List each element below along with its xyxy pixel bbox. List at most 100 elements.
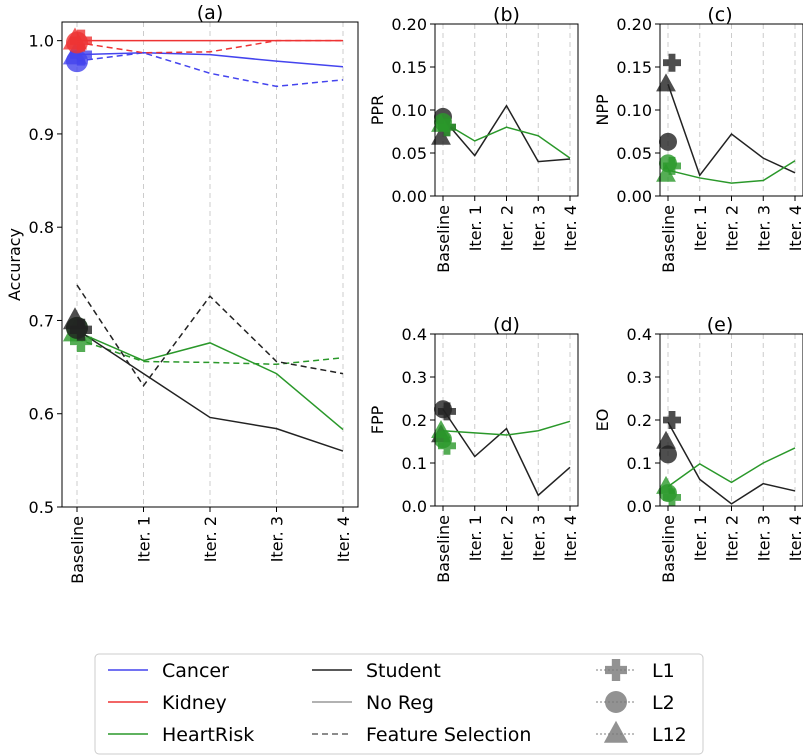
x-tick-label: Iter. 2 [498,515,517,561]
series-line-heartrisk [442,121,571,159]
y-tick-label: 0.5 [29,498,54,517]
legend-label: L12 [652,724,687,746]
y-axis-label: FPP [368,405,387,434]
series-line-kidney-fs [76,39,343,54]
chart-title: (e) [707,314,734,336]
y-tick-label: 0.10 [616,101,652,120]
marker-heartrisk-l12 [656,163,676,182]
y-tick-label: 0.2 [627,411,652,430]
y-tick-label: 0.00 [391,187,427,206]
y-tick-label: 0.4 [627,325,652,344]
y-tick-label: 0.00 [616,187,652,206]
panel-c: 0.00 0.05 0.10 0.15 0.20 Baseline Iter. 1 Iter.… [593,4,803,273]
marker-student-l12 [656,73,676,92]
marker-student-l2 [659,445,677,464]
y-tick-label: 0.1 [402,454,427,473]
x-tick-label: Iter. 4 [334,516,353,562]
marker-student-l2 [659,132,677,151]
series-line-student [76,329,344,452]
x-tick-label: Baseline [659,515,678,583]
legend-label: Kidney [162,692,227,714]
x-tick-label: Iter. 1 [691,205,710,251]
series-line-heartrisk [667,160,796,184]
y-tick-label: 0.3 [627,368,652,387]
x-tick-label: Iter. 3 [268,516,287,562]
x-tick-label: Iter. 1 [691,515,710,561]
x-tick-label: Iter. 3 [754,515,773,561]
y-tick-label: 1.0 [29,32,54,51]
legend-label: L2 [652,692,675,714]
legend-label: Feature Selection [366,724,531,746]
x-tick-label: Iter. 3 [754,205,773,251]
legend-label: HeartRisk [162,724,254,746]
y-axis-label: EO [593,409,612,432]
x-tick-label: Iter. 3 [529,515,548,561]
x-tick-label: Iter. 1 [466,515,485,561]
panel-e: 0.0 0.1 0.2 0.3 0.4 Baseline Iter. 1 Iter. 2 Ite… [593,314,803,583]
x-tick-label: Iter. 4 [561,515,580,561]
legend-label: L1 [652,660,675,682]
y-tick-label: 0.1 [627,454,652,473]
chart-title: (b) [493,4,520,26]
marker-cancer-l12 [62,42,88,65]
y-axis-label: PPR [368,95,387,125]
marker-heartrisk-l2 [659,154,677,173]
marker-student-l1 [663,411,681,429]
y-tick-label: 0.05 [391,144,427,163]
series-line-heartrisk-fs [76,338,344,366]
series-line-heartrisk [667,447,796,488]
x-tick-label: Iter. 4 [786,515,803,561]
y-tick-label: 0.9 [29,125,54,144]
legend-label: Student [366,660,441,682]
marker-student-l2 [434,400,452,419]
y-tick-label: 0.6 [29,405,54,424]
x-tick-label: Iter. 2 [498,205,517,251]
series-line-student [442,408,571,497]
series-line-student [442,104,571,163]
x-tick-label: Iter. 3 [529,205,548,251]
y-axis-label: NPP [593,94,612,126]
x-tick-label: Baseline [434,515,453,583]
x-tick-label: Iter. 2 [723,205,742,251]
legend-label: Cancer [162,660,229,682]
x-tick-label: Iter. 2 [723,515,742,561]
marker-heartrisk-l12 [656,475,676,494]
legend-marker-l2 [605,691,627,713]
series-line-student [667,83,796,177]
x-tick-label: Baseline [659,205,678,273]
x-tick-label: Iter. 4 [561,205,580,251]
legend-marker-l1 [605,659,627,681]
y-tick-label: 0.4 [402,325,427,344]
legend-frame [94,653,704,755]
y-tick-label: 0.15 [391,58,427,77]
marker-kidney-l12 [62,27,88,50]
series-line-cancer [76,52,344,68]
y-tick-label: 0.15 [616,58,652,77]
marker-student-l1 [663,53,681,72]
chart-title: (d) [493,314,520,336]
panel-a: 0.5 0.6 0.7 0.8 0.9 1.0 Baseline Iter. 1 Iter. 2… [5,2,359,584]
x-tick-label: Iter. 1 [466,205,485,251]
x-tick-label: Iter. 4 [786,205,803,251]
series-line-cancer-fs [76,52,344,88]
legend-marker-l12 [603,720,629,743]
marker-student-l12 [431,126,451,145]
y-axis-label: Accuracy [5,228,24,301]
marker-heartrisk-l12 [431,419,451,438]
x-tick-label: Baseline [434,205,453,273]
chart-title: (a) [197,2,223,24]
panel-b: 0.00 0.05 0.10 0.15 0.20 Baseline Iter. 1 Iter.… [368,4,580,273]
y-tick-label: 0.20 [391,15,427,34]
y-tick-label: 0.2 [402,411,427,430]
y-tick-label: 0.0 [627,497,652,516]
x-tick-label: Iter. 2 [201,516,220,562]
x-tick-label: Iter. 1 [135,516,154,562]
y-tick-label: 0.0 [402,497,427,516]
chart-title: (c) [707,4,732,26]
series-line-heartrisk [442,420,571,436]
legend: Cancer Kidney HeartRisk Student No Reg Featur… [94,653,704,755]
marker-student-l12 [62,307,88,330]
y-tick-label: 0.3 [402,368,427,387]
y-tick-label: 0.8 [29,218,54,237]
